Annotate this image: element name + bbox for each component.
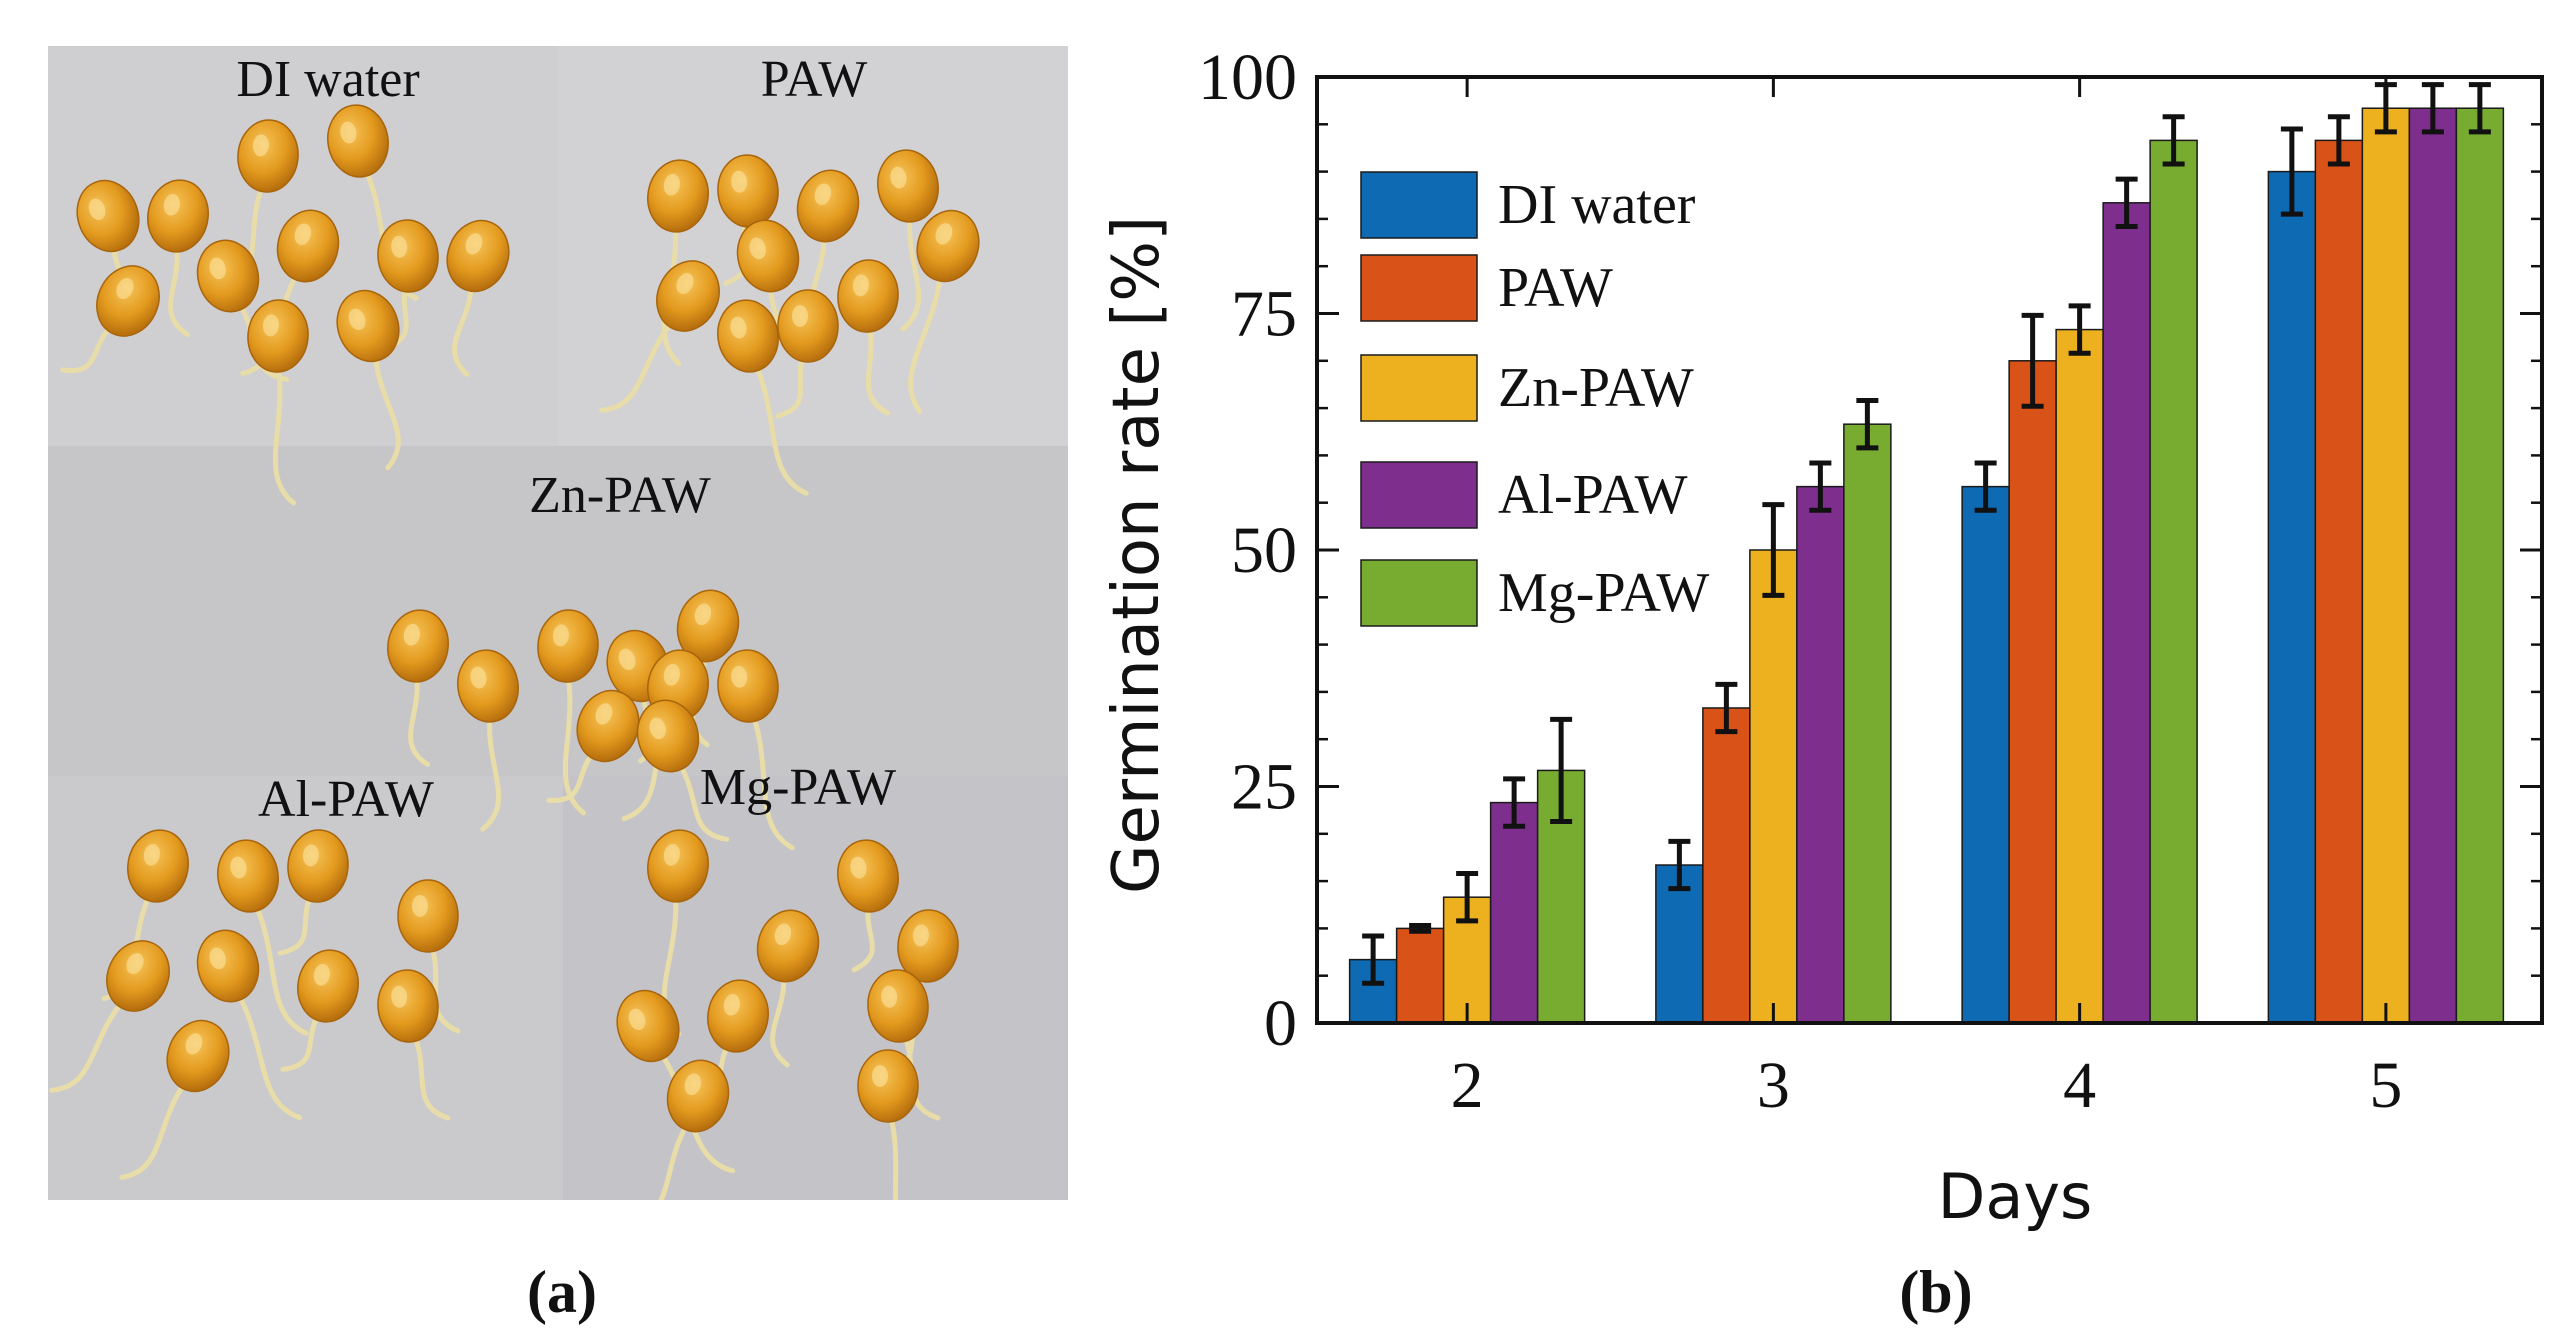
seed-icon <box>457 649 519 832</box>
label-paw: PAW <box>761 51 868 108</box>
svg-text:Mg-PAW: Mg-PAW <box>1498 562 1709 624</box>
seed-icon <box>119 1019 230 1180</box>
error-bar <box>1503 776 1526 829</box>
caption-a: (a) <box>527 1259 597 1325</box>
seed-icon <box>796 169 860 328</box>
seed-icon <box>756 909 820 1068</box>
y-tick-label: 75 <box>1231 278 1297 351</box>
x-tick-label: 4 <box>2063 1049 2096 1122</box>
error-bar <box>1456 871 1479 924</box>
germination-bar-chart: 0 25 50 75 100 2 3 4 5 DI water PAW Zn-PAW Al-PAW Mg… <box>1100 41 2544 1233</box>
bar-mg-paw-day-4 <box>2149 139 2198 1024</box>
seed-icon <box>837 259 899 416</box>
seed-icon <box>630 1059 730 1200</box>
seed-icon <box>377 969 451 1121</box>
seed-icon <box>867 969 941 1121</box>
legend-item-di-water: DI water <box>1360 171 1696 239</box>
error-bar <box>2162 114 2185 167</box>
error-bar <box>2468 82 2491 135</box>
seed-icon <box>775 289 839 419</box>
seed-icon <box>877 149 939 332</box>
bar-zn-paw-day-3 <box>1749 549 1798 1024</box>
seed-icon <box>546 689 640 803</box>
label-al-paw: Al-PAW <box>258 771 434 828</box>
error-bar <box>2021 312 2044 409</box>
x-tick-label: 3 <box>1757 1049 1790 1122</box>
y-tick-label: 50 <box>1231 514 1297 587</box>
bar-di-water-day-5 <box>2267 170 2317 1024</box>
bar-al-paw-day-4 <box>2102 202 2151 1024</box>
caption-b: (b) <box>1899 1259 1973 1325</box>
seed-icon <box>196 929 303 1121</box>
seed-icon <box>599 260 720 413</box>
seed-icon <box>217 839 309 1036</box>
seed-group <box>49 104 980 1200</box>
y-tick-label: 100 <box>1198 41 1297 114</box>
error-bar <box>1550 716 1573 825</box>
zn-paw-quadrant <box>48 446 1068 776</box>
bar-mg-paw-day-3 <box>1843 423 1892 1024</box>
mg-paw-quadrant <box>563 776 1068 1200</box>
bar-zn-paw-day-4 <box>2055 328 2104 1024</box>
error-bar <box>2068 303 2091 356</box>
y-axis-label: Germination rate [%] <box>1100 216 1174 894</box>
bar-paw-day-4 <box>2008 360 2057 1024</box>
bar-paw-day-3 <box>1702 707 1751 1024</box>
legend-item-zn-paw: Zn-PAW <box>1360 354 1694 422</box>
bar-di-water-day-3 <box>1655 864 1704 1024</box>
bar-di-water-day-4 <box>1961 485 2010 1024</box>
error-bar <box>1668 838 1691 892</box>
legend-item-al-paw: Al-PAW <box>1360 461 1688 529</box>
error-bar <box>1409 923 1432 934</box>
seed-icon <box>537 609 599 816</box>
error-bar <box>2421 82 2444 135</box>
seed-icon <box>717 299 809 496</box>
seed-icon <box>280 949 359 1072</box>
error-bar <box>1856 398 1879 451</box>
error-bar <box>2327 114 2350 167</box>
seed-photo-panel: DI water PAW Zn-PAW Al-PAW Mg-PAW <box>48 46 1068 1200</box>
error-bar <box>1715 681 1738 735</box>
seed-icon <box>247 299 309 506</box>
svg-text:Zn-PAW: Zn-PAW <box>1498 357 1694 419</box>
svg-text:DI water: DI water <box>1498 174 1696 236</box>
seed-icon <box>60 265 160 374</box>
label-mg-paw: Mg-PAW <box>700 759 896 816</box>
svg-text:Al-PAW: Al-PAW <box>1498 464 1688 526</box>
bar-al-paw-day-3 <box>1796 485 1845 1024</box>
seed-icon <box>908 209 980 414</box>
seed-icon <box>717 649 795 851</box>
x-axis-label: Days <box>1938 1160 2093 1233</box>
y-tick-label: 25 <box>1231 751 1297 824</box>
seed-icon <box>336 289 401 471</box>
x-tick-label: 2 <box>1451 1049 1484 1122</box>
error-bar <box>1974 460 1997 513</box>
seed-icon <box>277 829 349 956</box>
bar-mg-paw-day-5 <box>2455 107 2505 1024</box>
error-bar <box>2280 126 2303 217</box>
seed-icon <box>147 179 209 337</box>
y-tick-label: 0 <box>1264 987 1297 1060</box>
bar-zn-paw-day-5 <box>2361 107 2411 1024</box>
legend-item-paw: PAW <box>1360 254 1613 322</box>
seed-icon <box>446 219 510 377</box>
bar-al-paw-day-5 <box>2408 107 2458 1024</box>
seed-icon <box>387 609 449 767</box>
error-bar <box>1362 933 1385 986</box>
bar-paw-day-2 <box>1395 927 1445 1024</box>
bar-paw-day-5 <box>2314 139 2364 1024</box>
seed-icon <box>837 839 899 973</box>
error-bar <box>1809 460 1832 513</box>
error-bar <box>1762 502 1785 598</box>
bar-al-paw-day-2 <box>1489 801 1539 1024</box>
svg-text:PAW: PAW <box>1498 257 1613 319</box>
seed-icon <box>49 940 170 1093</box>
seed-icon <box>636 699 730 842</box>
label-zn-paw: Zn-PAW <box>529 467 711 524</box>
seed-icon <box>857 1049 919 1200</box>
label-di-water: DI water <box>236 51 419 108</box>
x-tick-label: 5 <box>2369 1049 2402 1122</box>
error-bar <box>2115 176 2138 229</box>
legend-item-mg-paw: Mg-PAW <box>1360 559 1709 627</box>
